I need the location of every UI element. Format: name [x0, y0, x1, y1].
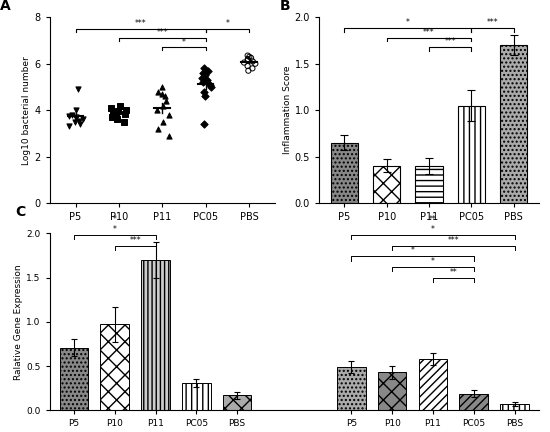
Point	[158, 83, 167, 90]
Point	[64, 112, 73, 119]
Text: ***: ***	[129, 236, 141, 245]
Point	[121, 107, 130, 114]
Point	[199, 70, 208, 76]
Point	[158, 102, 167, 109]
Bar	[60, 347, 88, 410]
Point	[71, 107, 80, 114]
Point	[111, 111, 120, 118]
Bar	[459, 394, 488, 410]
Bar	[182, 383, 211, 410]
Bar	[378, 372, 406, 410]
Point	[199, 65, 208, 72]
Point	[165, 132, 174, 139]
Bar	[223, 395, 251, 410]
Bar	[337, 367, 366, 410]
Text: A: A	[0, 0, 10, 13]
Point	[244, 67, 253, 74]
Text: **: **	[449, 268, 457, 276]
Point	[153, 125, 162, 132]
Point	[244, 56, 252, 63]
Point	[113, 116, 122, 123]
Point	[204, 67, 212, 74]
Point	[64, 123, 73, 130]
Point	[119, 118, 128, 125]
Point	[243, 63, 252, 70]
Y-axis label: Ralative Gene Expression: Ralative Gene Expression	[14, 264, 23, 380]
Point	[75, 117, 84, 124]
Point	[116, 102, 125, 109]
Point	[121, 110, 130, 117]
Text: ***: ***	[487, 19, 498, 28]
Text: ***: ***	[423, 28, 435, 37]
Y-axis label: Inflammation Score: Inflammation Score	[283, 66, 292, 154]
Y-axis label: Log10 bacterial number: Log10 bacterial number	[23, 56, 31, 165]
Point	[162, 98, 170, 105]
Point	[197, 74, 206, 81]
Bar	[419, 359, 447, 410]
Point	[110, 109, 119, 116]
Text: *: *	[411, 246, 415, 255]
Text: **: **	[429, 215, 437, 223]
Bar	[458, 105, 485, 203]
Point	[243, 57, 252, 64]
Bar	[373, 166, 400, 203]
Point	[157, 90, 166, 97]
Point	[74, 86, 82, 93]
Point	[243, 52, 252, 59]
Bar	[331, 143, 358, 203]
Point	[108, 114, 117, 121]
Text: ***: ***	[448, 236, 459, 245]
Point	[114, 108, 123, 115]
Point	[107, 105, 116, 111]
Bar	[141, 260, 170, 410]
Point	[70, 118, 79, 125]
Point	[71, 114, 80, 121]
Point	[68, 111, 76, 118]
Point	[199, 88, 208, 95]
Point	[199, 79, 207, 86]
Point	[240, 59, 249, 66]
Bar	[500, 45, 527, 203]
Point	[158, 118, 167, 125]
Text: *: *	[113, 215, 117, 223]
Point	[161, 93, 169, 100]
Point	[248, 65, 257, 72]
Point	[199, 121, 208, 127]
Text: *: *	[431, 257, 435, 266]
Bar	[415, 166, 443, 203]
Text: C: C	[15, 205, 25, 219]
Point	[251, 60, 260, 67]
Bar	[101, 324, 129, 410]
Text: *: *	[406, 19, 410, 28]
Point	[206, 83, 215, 90]
Bar	[500, 404, 529, 410]
Point	[153, 88, 162, 95]
Point	[79, 116, 87, 123]
Point	[201, 93, 210, 100]
Point	[245, 53, 254, 60]
Text: *: *	[182, 38, 186, 47]
Point	[205, 81, 214, 88]
Text: B: B	[279, 0, 290, 13]
Point	[152, 107, 161, 114]
Text: ***: ***	[135, 19, 146, 28]
Point	[75, 121, 84, 127]
Text: ***: ***	[156, 29, 168, 38]
Point	[164, 111, 173, 118]
Text: *: *	[431, 225, 435, 234]
Point	[247, 54, 256, 61]
Point	[202, 76, 211, 83]
Point	[249, 58, 257, 65]
Text: *: *	[113, 225, 117, 234]
Text: *: *	[226, 19, 229, 28]
Point	[72, 115, 80, 122]
Text: ***: ***	[444, 37, 456, 46]
Point	[201, 72, 210, 79]
